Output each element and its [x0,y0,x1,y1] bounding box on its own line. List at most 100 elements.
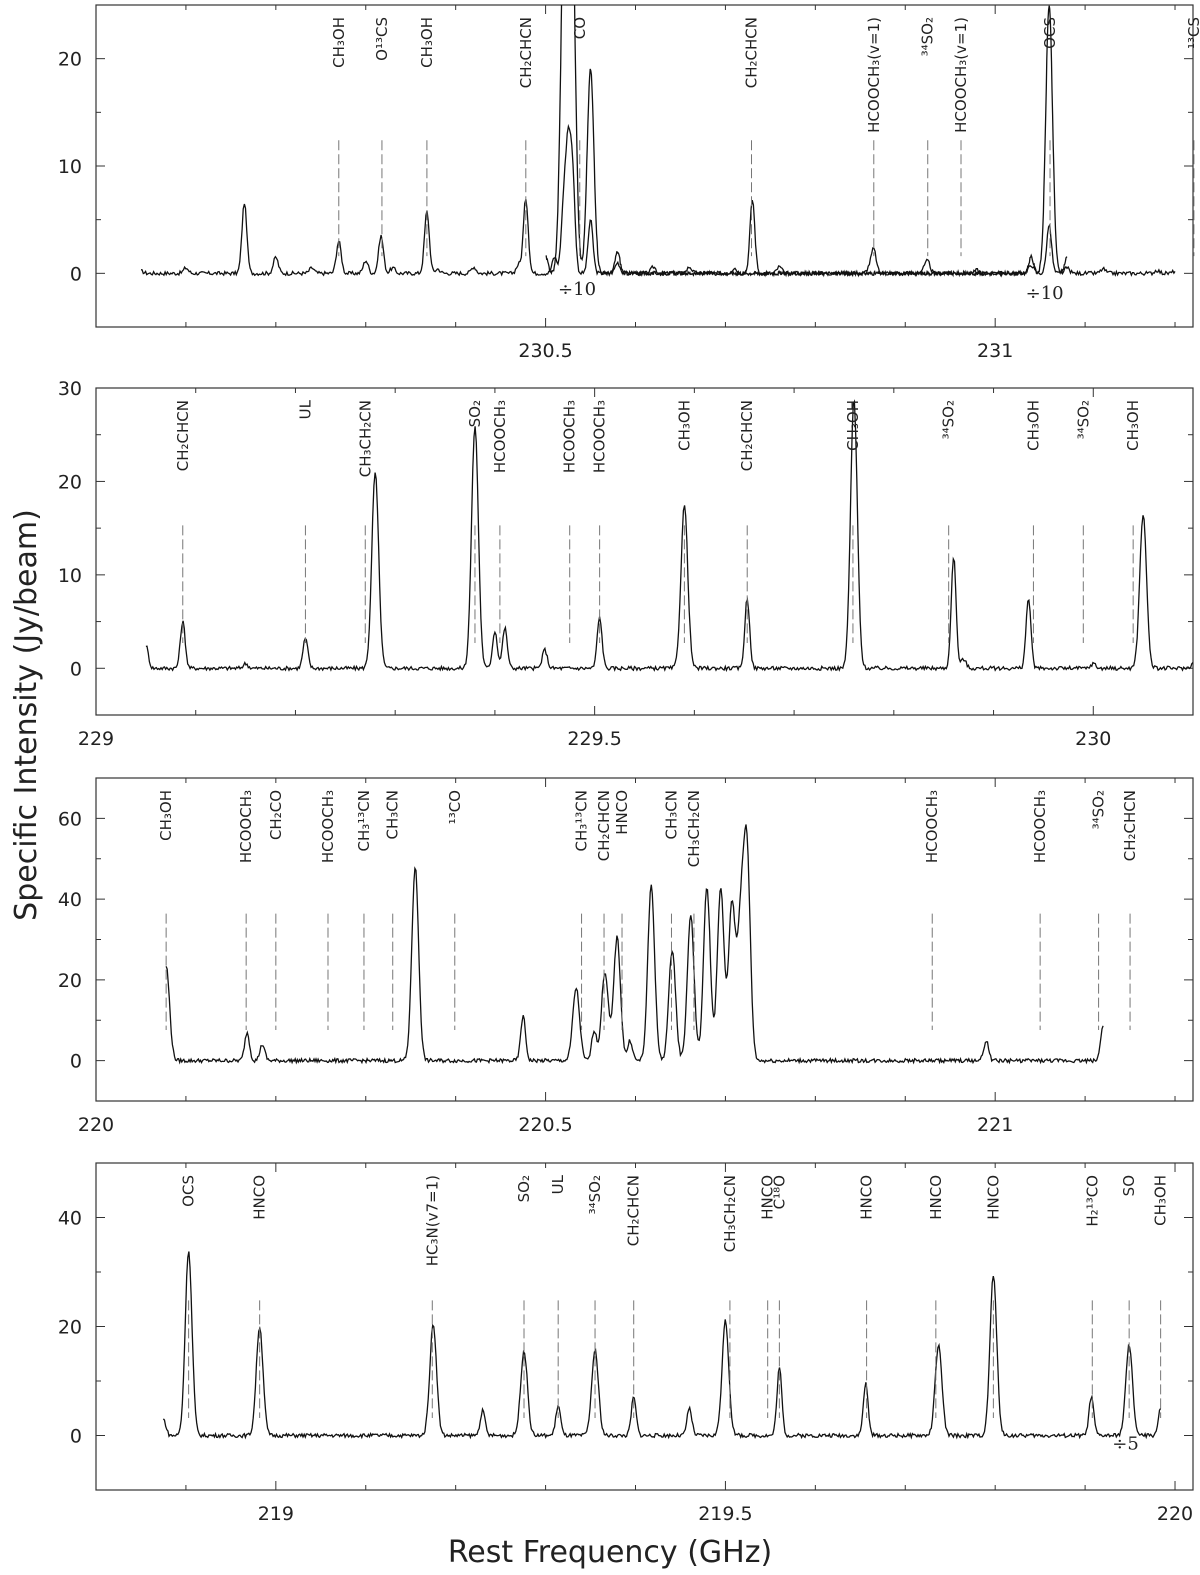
y-tick-label: 20 [58,49,82,71]
line-id-label: CH₃OH [418,17,436,68]
line-id-label: HC₃N(v7=1) [423,1175,441,1266]
scale-factor-label: ÷10 [1026,283,1064,304]
line-id-label: CH₂CHCN [625,1175,643,1246]
spectrum-panel-4: 219 219.5 220 0 20 40 OCS HNCO HC₃N(v7=1) SO₂ UL ³⁴… [58,1162,1194,1525]
line-id-label: CH₃OH [330,17,348,68]
line-id-label: HCOOCH₃ [591,400,609,473]
line-id-label: HCOOCH₃ [491,400,509,473]
y-tick-label: 0 [70,658,82,680]
spectrum-series-1 [140,123,1176,277]
line-id-label: CH₂CHCN [517,17,535,88]
line-id-label: OCS [1041,17,1059,49]
y-tick-label: 0 [70,263,82,285]
line-id-label: CH₃OH [157,790,175,841]
spectrum-panel-1: 230.5 231 0 10 20 CH₃OH O¹³CS CH₃OH CH₂CHCN CO CH₂… [58,4,1200,362]
x-tick-label: 230.5 [518,340,572,362]
line-id-label: CH₃OH [1024,400,1042,451]
line-id-label: CH₂CHCN [743,17,761,88]
line-id-label: O¹³CS [373,17,391,61]
line-id-label: HNCO [759,1175,777,1220]
scale-factor-label: ÷5 [1112,1434,1139,1455]
line-id-label: HCOOCH₃ [923,790,941,863]
spectrum-series-1 [162,1251,1162,1440]
line-id-label: ³⁴SO₂ [940,400,958,439]
line-id-label: CH₃OH [1152,1175,1170,1226]
line-id-label: HCOOCH₃ [561,400,579,473]
y-tick-label: 0 [70,1426,82,1448]
line-id-label: CH₂CHCN [595,790,613,861]
line-id-label: HCOOCH₃(v=1) [865,17,883,133]
line-id-label: UL [296,399,314,419]
x-axis-title: Rest Frequency (GHz) [448,1535,772,1570]
x-tick-label: 219.5 [698,1503,752,1525]
spectrum-series-1 [145,399,1193,673]
line-id-label: SO₂ [466,400,484,427]
panel-frame [95,4,1194,328]
line-id-label: CH₃CH₂CN [356,400,374,477]
panel-frame [95,777,1194,1102]
line-id-label: HNCO [251,1175,269,1220]
panel-frame [95,387,1194,716]
line-id-label: ³⁴SO₂ [586,1175,604,1214]
line-id-label: CH₃CH₂CN [685,790,703,867]
line-id-label: CH₃OH [844,400,862,451]
x-tick-label: 221 [977,1114,1013,1136]
spectrum-series-1 [165,824,1104,1065]
y-tick-label: 0 [70,1051,82,1073]
line-id-label: HNCO [984,1175,1002,1220]
y-tick-label: 10 [58,156,82,178]
line-id-label: CH₂CHCN [174,400,192,471]
x-tick-label: 229 [78,728,114,750]
line-id-label: H₂¹³CO [1083,1175,1101,1227]
x-tick-label: 229.5 [567,728,621,750]
y-tick-label: 10 [58,565,82,587]
line-id-label: HNCO [927,1175,945,1220]
line-id-label: CH₂CO [267,790,285,840]
x-tick-label: 220 [78,1114,114,1136]
line-id-label: CH₃OH [1124,400,1142,451]
y-tick-label: 20 [58,471,82,493]
line-id-label: CH₂CHCN [1121,790,1139,861]
line-id-label: SO [1120,1175,1138,1196]
line-id-label: C¹⁸O [770,1175,788,1209]
x-tick-label: 219 [258,1503,294,1525]
line-id-label: CH₂CHCN [738,400,756,471]
line-id-label: CH₃CH₂CN [721,1175,739,1252]
spectrum-panel-3: 220 220.5 221 0 20 40 60 CH₃OH HCOOCH₃ CH₂CO HCOOC… [58,777,1194,1136]
line-id-label: CH₃¹³CN [355,790,373,852]
line-id-label: ³⁴SO₂ [1090,790,1108,829]
line-id-label: HNCO [858,1175,876,1220]
line-id-label: ¹³CO [446,790,464,824]
x-tick-label: 220.5 [518,1114,572,1136]
line-id-label: CH₃CN [662,790,680,839]
line-id-label: HCOOCH₃ [319,790,337,863]
line-id-label: CH₃¹³CN [573,790,591,852]
line-id-label: CO [571,17,589,39]
line-id-label: CH₃CN [384,790,402,839]
line-id-label: SO₂ [515,1175,533,1202]
line-id-label: ¹³CS [1185,17,1200,49]
x-tick-label: 231 [977,340,1013,362]
x-tick-label: 220 [1157,1503,1193,1525]
y-tick-label: 20 [58,1317,82,1339]
line-id-label: ³⁴SO₂ [919,17,937,56]
line-id-label: HNCO [613,790,631,835]
line-id-label: HCOOCH₃(v=1) [952,17,970,133]
line-id-label: HCOOCH₃ [1031,790,1049,863]
y-tick-label: 60 [58,808,82,830]
y-tick-label: 20 [58,970,82,992]
scale-factor-label: ÷10 [558,279,596,300]
y-tick-label: 30 [58,378,82,400]
line-id-label: CH₃OH [675,400,693,451]
line-id-label: UL [549,1174,567,1194]
line-id-label: HCOOCH₃ [237,790,255,863]
y-axis-title: Specific Intensity (Jy/beam) [9,509,44,921]
y-tick-label: 40 [58,889,82,911]
x-tick-label: 230 [1075,728,1111,750]
line-id-label: OCS [180,1175,198,1207]
spectrum-panel-2: 229 229.5 230 0 10 20 30 CH₂CHCN UL CH₃CH₂CN SO₂ HC… [58,378,1194,750]
y-tick-label: 40 [58,1208,82,1230]
line-id-label: ³⁴SO₂ [1074,400,1092,439]
spectrum-series-2 [545,5,1068,278]
